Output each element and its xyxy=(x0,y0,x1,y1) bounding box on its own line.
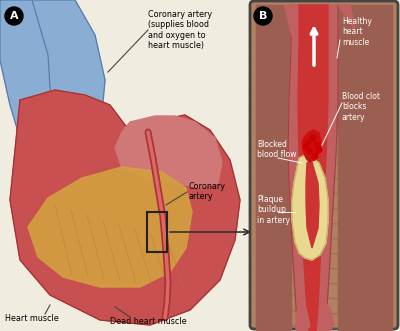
FancyBboxPatch shape xyxy=(250,1,398,329)
Polygon shape xyxy=(115,116,222,188)
Bar xyxy=(147,212,167,252)
Polygon shape xyxy=(288,5,338,331)
Text: Blocked
blood flow: Blocked blood flow xyxy=(257,140,296,160)
Circle shape xyxy=(314,142,320,148)
Text: Healthy
heart
muscle: Healthy heart muscle xyxy=(342,17,372,47)
Polygon shape xyxy=(306,162,319,248)
Text: B: B xyxy=(259,11,267,21)
Text: Coronary
artery: Coronary artery xyxy=(188,182,225,201)
Circle shape xyxy=(305,140,311,146)
Circle shape xyxy=(303,144,309,150)
Polygon shape xyxy=(338,5,392,331)
Polygon shape xyxy=(302,130,321,162)
Text: Coronary artery
(supplies blood
and oxygen to
heart muscle): Coronary artery (supplies blood and oxyg… xyxy=(148,10,212,50)
Polygon shape xyxy=(292,156,328,260)
Circle shape xyxy=(316,147,322,153)
Polygon shape xyxy=(256,5,291,331)
Polygon shape xyxy=(284,5,291,35)
Polygon shape xyxy=(10,90,240,325)
Polygon shape xyxy=(298,5,328,331)
Polygon shape xyxy=(0,0,52,155)
Circle shape xyxy=(5,7,23,25)
Polygon shape xyxy=(296,305,310,331)
Circle shape xyxy=(254,7,272,25)
Circle shape xyxy=(307,148,313,154)
Polygon shape xyxy=(320,302,334,331)
Text: A: A xyxy=(10,11,18,21)
Text: Dead heart muscle: Dead heart muscle xyxy=(110,317,186,326)
Circle shape xyxy=(312,153,318,159)
Text: Heart muscle: Heart muscle xyxy=(5,314,59,323)
Polygon shape xyxy=(28,167,192,287)
Polygon shape xyxy=(30,0,105,145)
Text: Plaque
buildup
in artery: Plaque buildup in artery xyxy=(257,195,290,225)
Text: Blood clot
blocks
artery: Blood clot blocks artery xyxy=(342,92,380,122)
Polygon shape xyxy=(338,5,355,30)
Bar xyxy=(0,0,250,331)
Circle shape xyxy=(310,135,316,141)
